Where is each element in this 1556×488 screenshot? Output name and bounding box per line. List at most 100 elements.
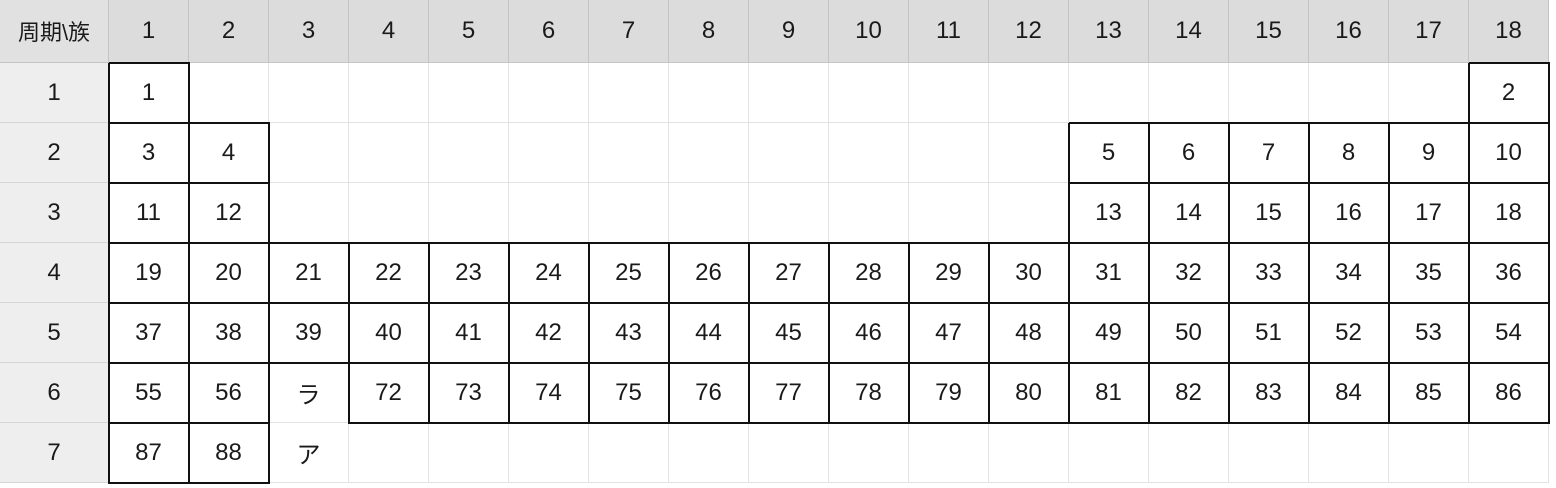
- table-cell[interactable]: [909, 123, 989, 183]
- table-cell[interactable]: 16: [1309, 183, 1389, 243]
- table-cell[interactable]: 80: [989, 363, 1069, 423]
- group-header-2[interactable]: 2: [189, 0, 269, 63]
- table-cell[interactable]: [429, 63, 509, 123]
- table-cell[interactable]: [1229, 423, 1309, 483]
- table-cell[interactable]: [589, 423, 669, 483]
- table-cell[interactable]: 42: [509, 303, 589, 363]
- table-cell[interactable]: [669, 123, 749, 183]
- table-cell[interactable]: 40: [349, 303, 429, 363]
- table-cell[interactable]: [829, 423, 909, 483]
- table-cell[interactable]: [749, 183, 829, 243]
- period-header-3[interactable]: 3: [0, 183, 109, 243]
- table-cell[interactable]: 25: [589, 243, 669, 303]
- group-header-18[interactable]: 18: [1469, 0, 1549, 63]
- group-header-15[interactable]: 15: [1229, 0, 1309, 63]
- table-cell[interactable]: 27: [749, 243, 829, 303]
- table-cell[interactable]: [269, 183, 349, 243]
- table-cell[interactable]: 85: [1389, 363, 1469, 423]
- table-cell[interactable]: 84: [1309, 363, 1389, 423]
- table-cell[interactable]: [669, 183, 749, 243]
- table-cell[interactable]: [1149, 423, 1229, 483]
- table-cell[interactable]: 41: [429, 303, 509, 363]
- table-cell[interactable]: [349, 423, 429, 483]
- table-cell[interactable]: 18: [1469, 183, 1549, 243]
- group-header-8[interactable]: 8: [669, 0, 749, 63]
- table-cell[interactable]: 15: [1229, 183, 1309, 243]
- table-cell[interactable]: 75: [589, 363, 669, 423]
- table-cell[interactable]: 48: [989, 303, 1069, 363]
- table-cell[interactable]: [269, 63, 349, 123]
- table-cell[interactable]: [749, 63, 829, 123]
- table-cell[interactable]: 29: [909, 243, 989, 303]
- table-cell[interactable]: 49: [1069, 303, 1149, 363]
- table-cell[interactable]: 31: [1069, 243, 1149, 303]
- group-header-7[interactable]: 7: [589, 0, 669, 63]
- corner-header-cell[interactable]: 周期\族: [0, 0, 109, 63]
- table-cell[interactable]: [749, 423, 829, 483]
- table-cell[interactable]: [349, 183, 429, 243]
- table-cell[interactable]: 4: [189, 123, 269, 183]
- table-cell[interactable]: 76: [669, 363, 749, 423]
- table-cell[interactable]: [1309, 63, 1389, 123]
- table-cell[interactable]: [349, 123, 429, 183]
- table-cell[interactable]: 11: [109, 183, 189, 243]
- table-cell[interactable]: [909, 63, 989, 123]
- table-cell[interactable]: [1229, 63, 1309, 123]
- table-cell[interactable]: 32: [1149, 243, 1229, 303]
- table-cell[interactable]: [589, 63, 669, 123]
- table-cell[interactable]: 74: [509, 363, 589, 423]
- table-cell[interactable]: [749, 123, 829, 183]
- table-cell[interactable]: 36: [1469, 243, 1549, 303]
- table-cell[interactable]: [269, 123, 349, 183]
- table-cell[interactable]: [989, 183, 1069, 243]
- table-cell[interactable]: [349, 63, 429, 123]
- table-cell[interactable]: 39: [269, 303, 349, 363]
- period-header-1[interactable]: 1: [0, 63, 109, 123]
- table-cell[interactable]: [1469, 423, 1549, 483]
- table-cell[interactable]: 52: [1309, 303, 1389, 363]
- table-cell[interactable]: [509, 63, 589, 123]
- table-cell[interactable]: 79: [909, 363, 989, 423]
- group-header-5[interactable]: 5: [429, 0, 509, 63]
- table-cell[interactable]: 82: [1149, 363, 1229, 423]
- period-header-2[interactable]: 2: [0, 123, 109, 183]
- table-cell[interactable]: 83: [1229, 363, 1309, 423]
- table-cell[interactable]: 54: [1469, 303, 1549, 363]
- group-header-16[interactable]: 16: [1309, 0, 1389, 63]
- table-cell[interactable]: 77: [749, 363, 829, 423]
- table-cell[interactable]: ラ: [269, 363, 349, 423]
- table-cell[interactable]: 86: [1469, 363, 1549, 423]
- table-cell[interactable]: 72: [349, 363, 429, 423]
- table-cell[interactable]: [989, 63, 1069, 123]
- table-cell[interactable]: 23: [429, 243, 509, 303]
- table-cell[interactable]: [1069, 423, 1149, 483]
- table-cell[interactable]: 87: [109, 423, 189, 483]
- table-cell[interactable]: 38: [189, 303, 269, 363]
- table-cell[interactable]: [909, 423, 989, 483]
- table-cell[interactable]: 73: [429, 363, 509, 423]
- table-cell[interactable]: 33: [1229, 243, 1309, 303]
- group-header-1[interactable]: 1: [109, 0, 189, 63]
- table-cell[interactable]: 44: [669, 303, 749, 363]
- table-cell[interactable]: [509, 183, 589, 243]
- table-cell[interactable]: [509, 123, 589, 183]
- table-cell[interactable]: ア: [269, 423, 349, 483]
- table-cell[interactable]: 47: [909, 303, 989, 363]
- group-header-11[interactable]: 11: [909, 0, 989, 63]
- table-cell[interactable]: 88: [189, 423, 269, 483]
- table-cell[interactable]: 20: [189, 243, 269, 303]
- table-cell[interactable]: [829, 123, 909, 183]
- group-header-9[interactable]: 9: [749, 0, 829, 63]
- table-cell[interactable]: 56: [189, 363, 269, 423]
- table-cell[interactable]: [989, 123, 1069, 183]
- group-header-3[interactable]: 3: [269, 0, 349, 63]
- table-cell[interactable]: 13: [1069, 183, 1149, 243]
- table-cell[interactable]: [509, 423, 589, 483]
- table-cell[interactable]: [669, 63, 749, 123]
- table-cell[interactable]: 26: [669, 243, 749, 303]
- period-header-4[interactable]: 4: [0, 243, 109, 303]
- table-cell[interactable]: 35: [1389, 243, 1469, 303]
- table-cell[interactable]: 5: [1069, 123, 1149, 183]
- table-cell[interactable]: 1: [109, 63, 189, 123]
- table-cell[interactable]: 43: [589, 303, 669, 363]
